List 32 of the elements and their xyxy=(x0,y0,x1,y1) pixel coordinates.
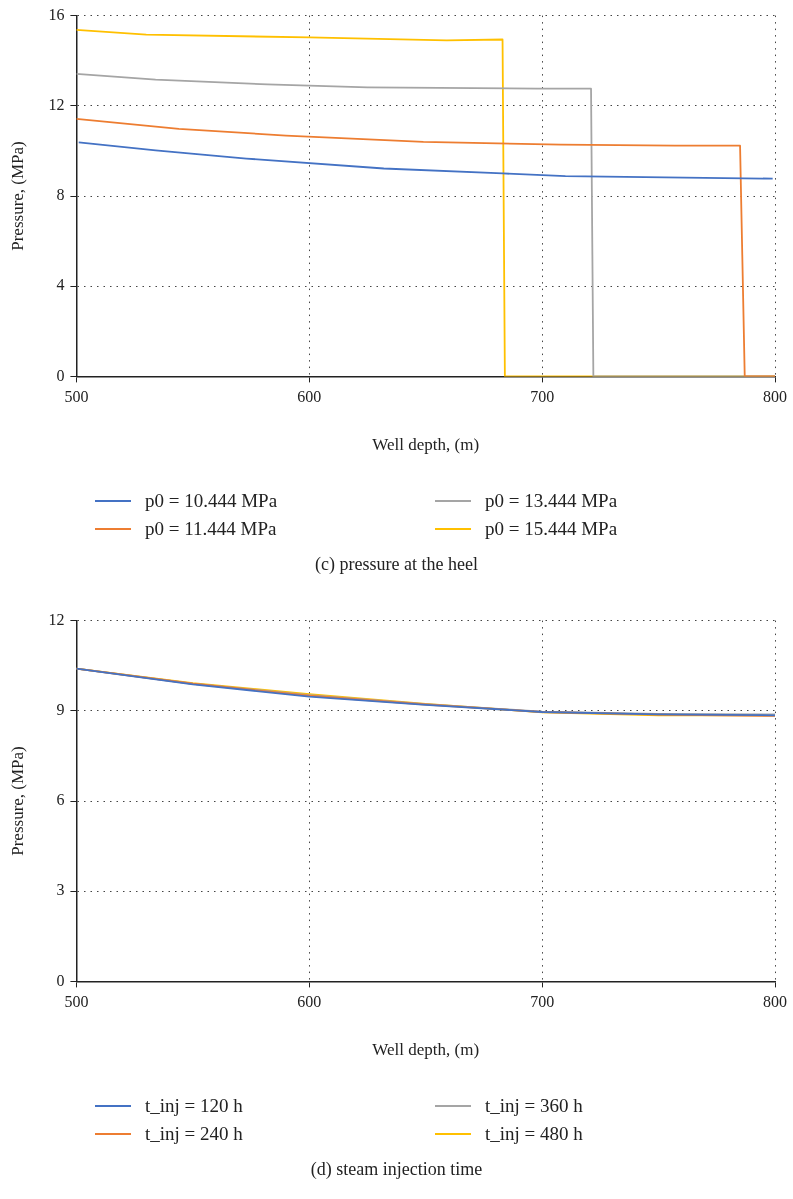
x-tick-label: 500 xyxy=(64,993,89,1011)
x-axis-title: Well depth, (m) xyxy=(372,435,480,455)
legend-label: t_inj = 480 h xyxy=(485,1123,583,1145)
x-tick-label: 800 xyxy=(763,993,787,1011)
y-tick-label: 3 xyxy=(56,881,65,899)
legend-label: p0 = 11.444 MPa xyxy=(145,518,277,540)
text: (d) steam injection time xyxy=(309,1159,484,1180)
legend-label: p0 = 13.444 MPa xyxy=(485,490,618,512)
y-tick-label: 12 xyxy=(48,610,65,628)
x-tick-label: 700 xyxy=(530,388,555,406)
x-tick-label: 800 xyxy=(763,388,787,406)
y-tick-label: 12 xyxy=(48,96,65,113)
x-tick-label: 600 xyxy=(297,993,322,1011)
y-tick-label: 4 xyxy=(56,276,65,294)
x-tick-label: 600 xyxy=(297,388,322,406)
legend-label: t_inj = 120 h xyxy=(145,1095,243,1117)
x-tick-label: 700 xyxy=(530,993,555,1011)
y-axis-title: Pressure, (MPa) xyxy=(7,141,27,251)
y-tick-label: 16 xyxy=(48,5,65,23)
legend-label: t_inj = 240 h xyxy=(145,1123,243,1145)
x-axis-title: Well depth, (m) xyxy=(372,1040,480,1060)
legend-label: p0 = 10.444 MPa xyxy=(145,490,278,512)
y-tick-label: 8 xyxy=(56,186,65,204)
x-tick-label: 500 xyxy=(64,388,89,406)
y-axis-title: Pressure, (MPa) xyxy=(7,746,27,856)
y-tick-label: 0 xyxy=(56,971,65,989)
text: (c) pressure at the heel xyxy=(314,554,479,575)
y-tick-label: 9 xyxy=(56,701,65,718)
legend-label: t_inj = 360 h xyxy=(485,1095,583,1117)
legend-label: p0 = 15.444 MPa xyxy=(485,518,618,540)
y-tick-label: 6 xyxy=(56,791,65,809)
y-tick-label: 0 xyxy=(56,366,65,384)
